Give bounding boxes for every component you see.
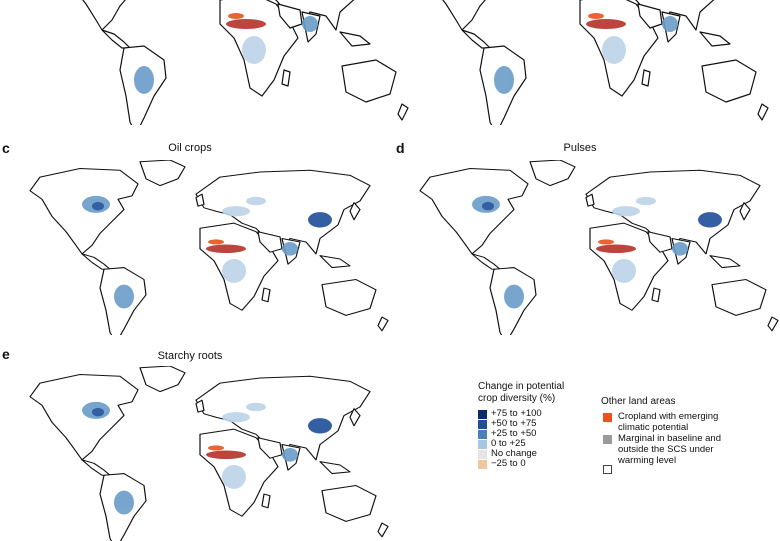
legend-swatch: [478, 409, 487, 419]
legend-swatch: [478, 459, 487, 469]
legend-item: −25 to 0: [478, 459, 526, 469]
world-map-panel-a: [49, 0, 409, 125]
other-land-title: Other land areas: [601, 396, 676, 407]
legend-item: No change: [478, 449, 537, 459]
world-map-oil-crops: [29, 160, 389, 335]
panel-letter-e: e: [2, 346, 10, 362]
legend-item: +75 to +100: [478, 409, 542, 419]
legend-item: +50 to +75: [478, 419, 536, 429]
panel-title-starchy-roots: Starchy roots: [157, 350, 223, 362]
other-land-swatch: [603, 435, 612, 444]
legend-label: +50 to +75: [491, 418, 537, 429]
legend-title: Change in potential crop diversity (%): [478, 381, 565, 404]
legend-label: 0 to +25: [491, 438, 526, 449]
other-land-swatch: [603, 413, 612, 422]
panel-title-pulses: Pulses: [563, 142, 597, 154]
world-map-pulses: [419, 160, 779, 335]
other-land-item: [603, 463, 618, 474]
legend-swatch: [478, 419, 487, 429]
legend-item: 0 to +25: [478, 439, 526, 449]
legend-label: −25 to 0: [491, 458, 526, 469]
panel-letter-d: d: [396, 140, 405, 156]
world-map-starchy-roots: [29, 366, 389, 541]
legend-swatch: [478, 439, 487, 449]
other-land-item: Cropland with emerging climatic potential: [603, 411, 718, 433]
other-land-item: Marginal in baseline and outside the SCS …: [603, 433, 721, 466]
legend-swatch: [478, 429, 487, 439]
world-map-panel-b: [409, 0, 769, 125]
legend-item: +25 to +50: [478, 429, 536, 439]
panel-title-oil-crops: Oil crops: [168, 142, 212, 154]
other-land-label: Cropland with emerging climatic potential: [618, 411, 719, 433]
legend-label: +75 to +100: [491, 408, 542, 419]
legend-swatch: [478, 449, 487, 459]
panel-letter-c: c: [2, 140, 10, 156]
legend-label: No change: [491, 448, 537, 459]
other-land-label: Marginal in baseline and outside the SCS …: [618, 433, 721, 466]
legend-label: +25 to +50: [491, 428, 537, 439]
